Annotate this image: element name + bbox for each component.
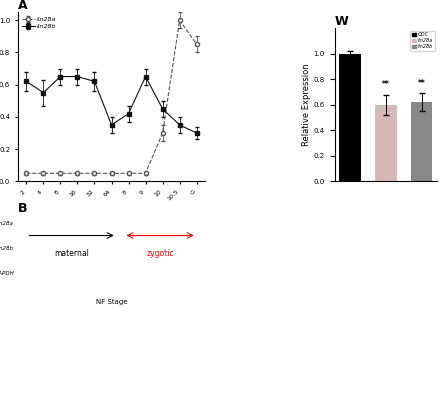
Text: NF Stage: NF Stage xyxy=(96,299,127,305)
Bar xyxy=(411,102,433,181)
Text: lin28b: lin28b xyxy=(0,246,14,251)
Text: **: ** xyxy=(418,79,425,88)
Text: A: A xyxy=(18,0,28,12)
Legend: lin28a, lin28b: lin28a, lin28b xyxy=(21,15,58,30)
Text: lin28a: lin28a xyxy=(0,221,14,226)
Text: maternal: maternal xyxy=(54,249,89,258)
Text: **: ** xyxy=(382,81,390,89)
Text: GAPDH: GAPDH xyxy=(0,271,14,276)
Y-axis label: Relative Expression: Relative Expression xyxy=(302,63,311,146)
Text: B: B xyxy=(18,202,27,214)
Legend: ODC, lin28a, lin28b: ODC, lin28a, lin28b xyxy=(410,31,435,50)
Text: zygotic: zygotic xyxy=(146,249,174,258)
Bar xyxy=(375,105,396,181)
Text: W: W xyxy=(334,15,348,28)
Bar xyxy=(339,54,361,181)
